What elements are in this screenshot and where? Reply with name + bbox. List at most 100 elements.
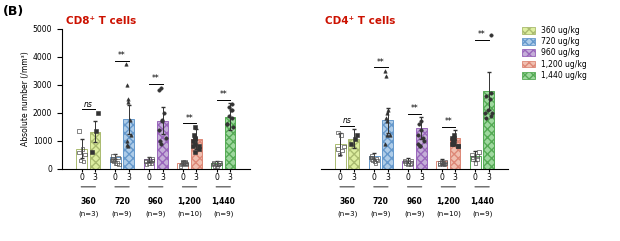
Point [93, 111, 103, 115]
Point [449, 133, 459, 137]
Point [190, 125, 200, 129]
Text: 720: 720 [114, 197, 130, 206]
Point [180, 160, 190, 164]
Point [123, 100, 133, 104]
Point [371, 157, 381, 161]
Y-axis label: Absolute number (/mm³): Absolute number (/mm³) [21, 51, 30, 146]
Text: (n=9): (n=9) [371, 211, 391, 217]
Point [448, 139, 458, 143]
Point [122, 139, 132, 143]
Point [403, 163, 413, 167]
Point [404, 160, 414, 164]
Point [176, 163, 186, 167]
Point [154, 128, 164, 132]
Point [384, 108, 394, 112]
Point [215, 161, 225, 165]
Point [350, 137, 360, 141]
Point [468, 157, 478, 161]
Point [439, 161, 449, 165]
Text: (B): (B) [3, 5, 24, 18]
Point [144, 161, 154, 165]
Text: 720: 720 [373, 197, 389, 206]
Point [121, 62, 131, 66]
Point [381, 116, 391, 120]
Point [474, 150, 484, 154]
Point [146, 161, 156, 165]
Point [175, 164, 185, 168]
Point [76, 158, 86, 162]
Point [367, 156, 377, 160]
Point [472, 157, 482, 161]
Text: (n=9): (n=9) [112, 211, 132, 217]
Point [335, 153, 345, 157]
Bar [436, 161, 447, 169]
Point [416, 119, 426, 123]
Point [228, 125, 237, 129]
Point [405, 163, 415, 167]
Text: **: ** [377, 58, 385, 67]
Point [368, 158, 378, 162]
Point [148, 157, 157, 161]
Point [480, 111, 490, 115]
Point [159, 111, 169, 115]
Point [401, 161, 410, 165]
Point [155, 139, 165, 143]
Text: 1,440: 1,440 [470, 197, 494, 206]
Bar [470, 156, 480, 169]
Point [382, 111, 392, 115]
Point [414, 142, 423, 146]
Point [182, 162, 192, 166]
Point [178, 161, 188, 165]
Point [345, 142, 355, 146]
Point [114, 163, 124, 167]
Point [108, 157, 118, 161]
Text: 1,440: 1,440 [211, 197, 235, 206]
Text: (n=10): (n=10) [177, 211, 202, 217]
Point [122, 83, 132, 87]
Point [486, 114, 496, 118]
Text: **: ** [478, 30, 486, 39]
Bar [144, 159, 154, 169]
Text: CD8⁺ T cells: CD8⁺ T cells [66, 16, 136, 26]
Bar [402, 161, 414, 169]
Text: 360: 360 [81, 197, 96, 206]
Bar [90, 132, 100, 169]
Point [222, 122, 232, 126]
Point [208, 163, 218, 167]
Text: 360: 360 [339, 197, 355, 206]
Point [487, 111, 497, 115]
Text: (n=10): (n=10) [436, 211, 461, 217]
Point [399, 158, 409, 162]
Point [418, 136, 428, 140]
Point [189, 133, 199, 137]
Point [450, 139, 459, 143]
Text: (n=3): (n=3) [337, 211, 357, 217]
Point [190, 136, 200, 140]
Point [373, 158, 383, 162]
Text: CD4⁺ T cells: CD4⁺ T cells [325, 16, 395, 26]
Text: (n=9): (n=9) [213, 211, 234, 217]
Text: (n=9): (n=9) [404, 211, 425, 217]
Bar [177, 163, 188, 169]
Text: (n=9): (n=9) [146, 211, 166, 217]
Text: ns: ns [84, 100, 93, 109]
Point [440, 162, 450, 166]
Point [371, 161, 381, 165]
Point [78, 160, 88, 164]
Point [141, 158, 151, 162]
Point [367, 154, 377, 158]
Bar [416, 128, 427, 169]
Point [472, 154, 482, 158]
Point [333, 147, 343, 151]
Bar [76, 148, 87, 169]
Point [113, 156, 123, 160]
Point [381, 74, 391, 78]
Text: **: ** [118, 51, 126, 60]
Point [383, 119, 392, 123]
Point [78, 147, 87, 151]
Point [435, 161, 445, 165]
Point [337, 149, 347, 153]
Point [449, 136, 459, 140]
Point [367, 157, 377, 161]
Bar [369, 156, 379, 169]
